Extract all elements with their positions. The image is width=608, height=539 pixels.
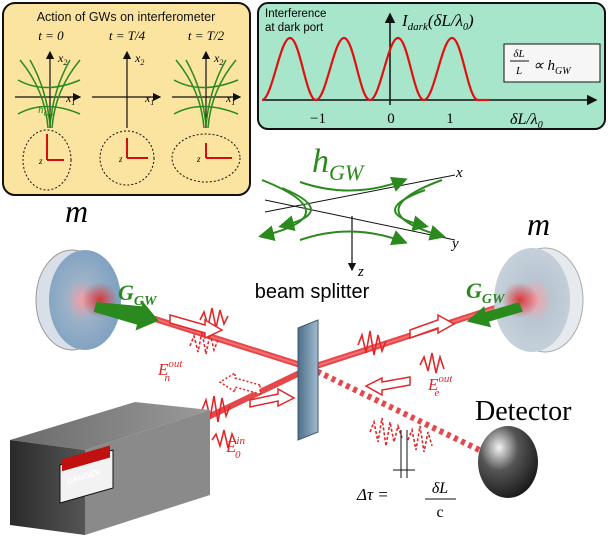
gw-field-plot-0: x2 x1 hGW (15, 50, 82, 129)
right-panel-box (257, 2, 606, 130)
axis-x2-label-3: x2 (213, 51, 223, 67)
axis-x1-label: x1 (65, 91, 75, 107)
ring-deformation-1: z (99, 130, 155, 186)
axis-z-label: z (357, 264, 364, 280)
axis-x-label: x (455, 165, 463, 181)
wave-packet-left-solid (199, 307, 237, 449)
left-panel: Action of GWs on interferometer t = 0 t … (2, 2, 251, 196)
h-gw-label: hGW (312, 143, 365, 185)
g-gw-left-label: GGW (118, 280, 158, 309)
delta-tau-label: Δτ = (356, 485, 389, 504)
delta-tau-numerator: δL (432, 480, 448, 497)
beam-splitter-label: beam splitter (255, 281, 370, 303)
relation-numerator: δL (513, 48, 524, 60)
axis-x2-label-2: x2 (134, 51, 144, 67)
time-label-2: t = T/2 (188, 28, 225, 43)
left-panel-title: Action of GWs on interferometer (37, 10, 216, 24)
e-in-label: Ein 0 (225, 435, 245, 461)
relation-box (503, 43, 601, 83)
relation-denominator: L (515, 65, 522, 77)
right-panel: Interference at dark port Idark(δL/λ0) −… (257, 2, 606, 131)
gw-field-plot-2: x2 x1 (172, 50, 242, 129)
mass-right-label: m (527, 206, 550, 242)
tick-1: 1 (446, 111, 454, 127)
right-test-mass (466, 247, 584, 353)
detector-label: Detector (475, 396, 572, 427)
z-axis-small-2: z (196, 154, 201, 164)
propagation-arrows (169, 313, 456, 408)
e-out-n-label: Eout n (157, 358, 183, 384)
beam-splitter (297, 319, 319, 441)
delay-marker (393, 430, 415, 478)
panel-title-line1: Interference (265, 8, 326, 20)
dark-port-intensity-curve (261, 36, 479, 102)
e-out-e-label: Eout e (427, 373, 453, 399)
tick-minus-1: −1 (310, 111, 326, 127)
delta-tau-denominator: c (436, 504, 443, 521)
tick-0: 0 (387, 111, 395, 127)
left-test-mass (35, 249, 159, 351)
axis-x2-label: x2 (57, 51, 67, 67)
time-label-1: t = T/4 (109, 28, 146, 43)
detector (478, 426, 538, 498)
z-axis-small-0: z (38, 156, 43, 166)
gw-polarization-pattern: x y z (258, 165, 463, 280)
laser-source: DANGER (10, 402, 210, 535)
axis-x1-label-2: x1 (144, 91, 154, 107)
gw-field-plot-1: x2 x1 (92, 50, 162, 128)
z-axis-small-1: z (118, 154, 123, 164)
wave-packet-detector (369, 417, 433, 453)
g-gw-right-label: GGW (466, 278, 506, 307)
time-label-0: t = 0 (38, 28, 64, 43)
h-gw-small-label: hGW (38, 104, 56, 118)
relation-proportional: ∝ hGW (533, 58, 572, 77)
axis-x1-label-3: x1 (225, 91, 235, 107)
ring-deformation-0: z (22, 129, 72, 191)
wave-packet-right (357, 330, 445, 374)
panel-title-line2: at dark port (265, 22, 324, 34)
y-axis-label: Idark(δL/λ0) (401, 11, 474, 33)
x-axis-label: δL/λ0 (510, 111, 543, 131)
ring-deformation-2: z (171, 133, 241, 183)
mass-left-label: m (65, 193, 88, 229)
axis-y-label: y (450, 236, 459, 252)
